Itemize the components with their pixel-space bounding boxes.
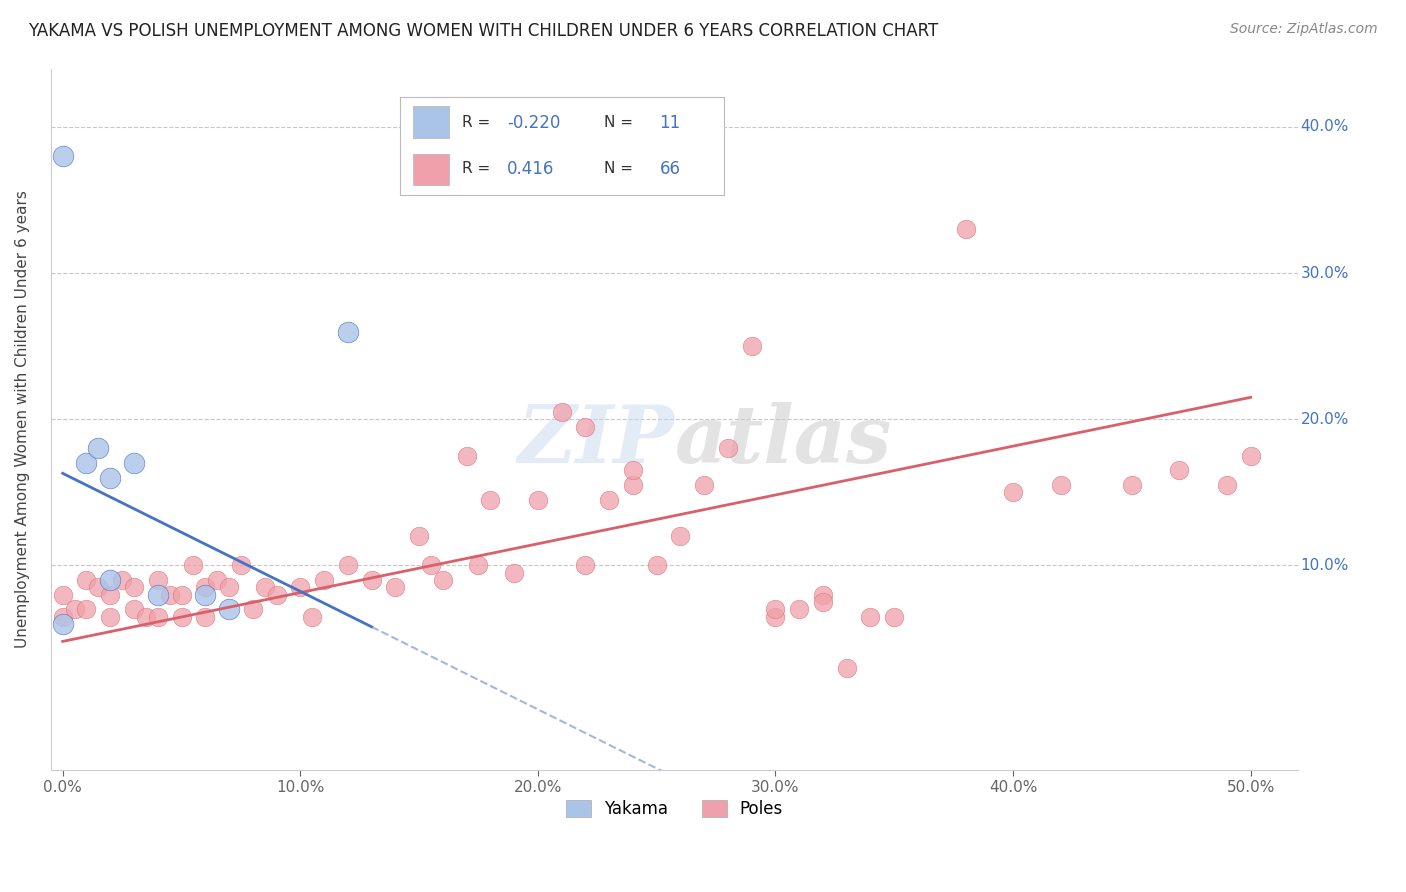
Legend: Yakama, Poles: Yakama, Poles xyxy=(560,793,790,825)
Point xyxy=(52,616,75,631)
Text: ZIP: ZIP xyxy=(517,401,675,479)
Point xyxy=(574,419,596,434)
Point xyxy=(194,609,217,624)
Point xyxy=(574,558,596,573)
Point xyxy=(205,573,228,587)
Text: Source: ZipAtlas.com: Source: ZipAtlas.com xyxy=(1230,22,1378,37)
Point xyxy=(1002,485,1025,500)
Point xyxy=(194,588,217,602)
Point xyxy=(1239,449,1261,463)
Point xyxy=(859,609,882,624)
Point xyxy=(883,609,905,624)
Point xyxy=(111,573,134,587)
Point xyxy=(1049,478,1071,492)
Point xyxy=(645,558,668,573)
Point xyxy=(811,588,834,602)
Point xyxy=(669,529,692,543)
Point xyxy=(336,558,359,573)
Point xyxy=(835,661,858,675)
Point xyxy=(787,602,810,616)
Point xyxy=(170,609,193,624)
Point xyxy=(765,609,787,624)
Point xyxy=(52,609,75,624)
Y-axis label: Unemployment Among Women with Children Under 6 years: Unemployment Among Women with Children U… xyxy=(15,190,30,648)
Point xyxy=(76,456,98,470)
Point xyxy=(122,602,145,616)
Point xyxy=(384,580,406,594)
Point xyxy=(146,573,169,587)
Point xyxy=(87,442,110,456)
Point xyxy=(621,478,644,492)
Point xyxy=(550,405,572,419)
Point xyxy=(336,325,359,339)
Text: YAKAMA VS POLISH UNEMPLOYMENT AMONG WOMEN WITH CHILDREN UNDER 6 YEARS CORRELATIO: YAKAMA VS POLISH UNEMPLOYMENT AMONG WOME… xyxy=(28,22,938,40)
Point xyxy=(218,602,240,616)
Point xyxy=(527,492,550,507)
Point xyxy=(194,580,217,594)
Point xyxy=(76,573,98,587)
Point xyxy=(1121,478,1143,492)
Point xyxy=(242,602,264,616)
Point xyxy=(420,558,443,573)
Point xyxy=(811,595,834,609)
Point xyxy=(146,588,169,602)
Point xyxy=(76,602,98,616)
Point xyxy=(253,580,276,594)
Point xyxy=(52,588,75,602)
Point xyxy=(693,478,716,492)
Point xyxy=(312,573,335,587)
Point xyxy=(98,609,121,624)
Point xyxy=(98,471,121,485)
Point xyxy=(159,588,181,602)
Point xyxy=(146,609,169,624)
Point xyxy=(301,609,323,624)
Point xyxy=(467,558,489,573)
Point xyxy=(741,339,763,353)
Point xyxy=(63,602,86,616)
Point xyxy=(621,463,644,477)
Point xyxy=(290,580,312,594)
Point xyxy=(87,580,110,594)
Text: 10.0%: 10.0% xyxy=(1301,558,1348,573)
Point xyxy=(98,573,121,587)
Text: 40.0%: 40.0% xyxy=(1301,120,1348,135)
Point xyxy=(479,492,502,507)
Point xyxy=(1168,463,1191,477)
Point xyxy=(183,558,205,573)
Text: 30.0%: 30.0% xyxy=(1301,266,1350,281)
Point xyxy=(955,222,977,236)
Point xyxy=(229,558,252,573)
Point xyxy=(98,588,121,602)
Point xyxy=(456,449,478,463)
Text: atlas: atlas xyxy=(675,401,891,479)
Point xyxy=(717,442,740,456)
Point xyxy=(503,566,526,580)
Point xyxy=(170,588,193,602)
Point xyxy=(360,573,382,587)
Point xyxy=(122,580,145,594)
Text: 20.0%: 20.0% xyxy=(1301,412,1348,426)
Point xyxy=(408,529,430,543)
Point xyxy=(135,609,157,624)
Point xyxy=(122,456,145,470)
Point xyxy=(52,149,75,163)
Point xyxy=(1216,478,1239,492)
Point xyxy=(266,588,288,602)
Point xyxy=(765,602,787,616)
Point xyxy=(598,492,620,507)
Point xyxy=(218,580,240,594)
Point xyxy=(432,573,454,587)
